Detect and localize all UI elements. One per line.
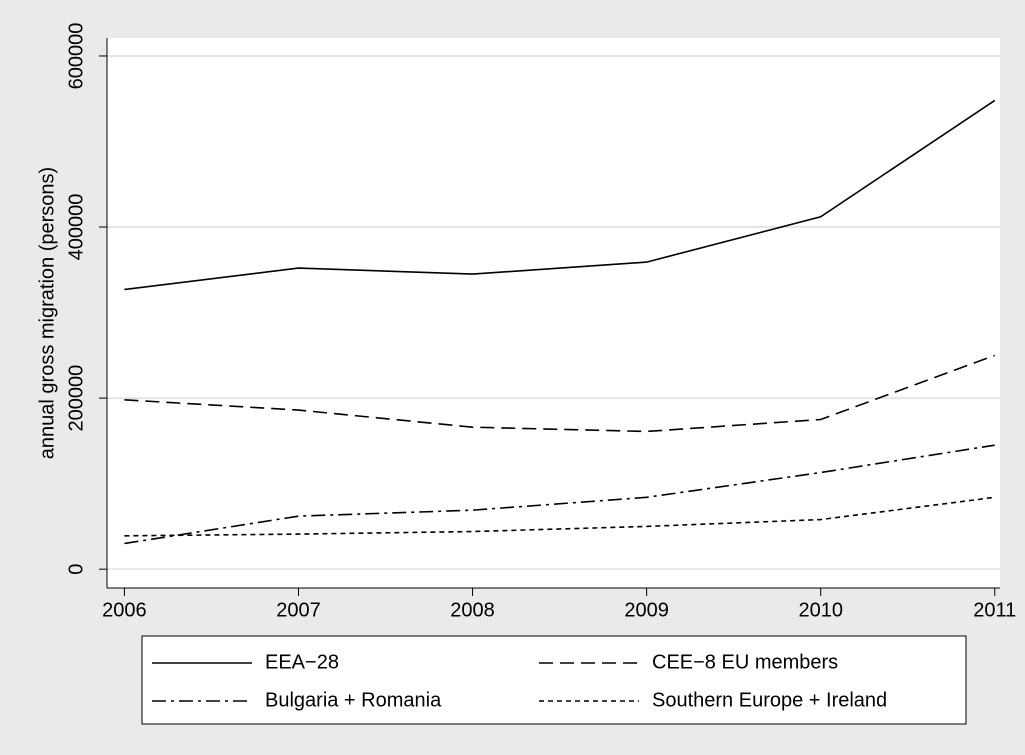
- x-tick-label: 2006: [102, 599, 147, 621]
- y-tick-label: 0: [65, 564, 87, 575]
- plot-area: [107, 38, 1000, 588]
- series-line: [124, 99, 996, 291]
- y-tick-label: 600000: [65, 23, 87, 90]
- legend-label: EEA−28: [265, 651, 339, 673]
- legend-label: CEE−8 EU members: [652, 651, 838, 673]
- x-tick-label: 2007: [276, 599, 321, 621]
- x-tick-label: 2008: [450, 599, 495, 621]
- x-tick-label: 2011: [973, 599, 1016, 621]
- legend: [141, 635, 967, 725]
- y-tick-label: 200000: [65, 365, 87, 432]
- y-axis-label: annual gross migration (persons): [36, 167, 58, 459]
- x-tick-label: 2010: [798, 599, 843, 621]
- series-line: [124, 496, 995, 537]
- x-tick-label: 2009: [624, 599, 669, 621]
- series-line: [124, 444, 995, 545]
- legend-label: Bulgaria + Romania: [265, 689, 442, 711]
- y-tick-label: 400000: [65, 194, 87, 261]
- legend-label: Southern Europe + Ireland: [652, 689, 887, 711]
